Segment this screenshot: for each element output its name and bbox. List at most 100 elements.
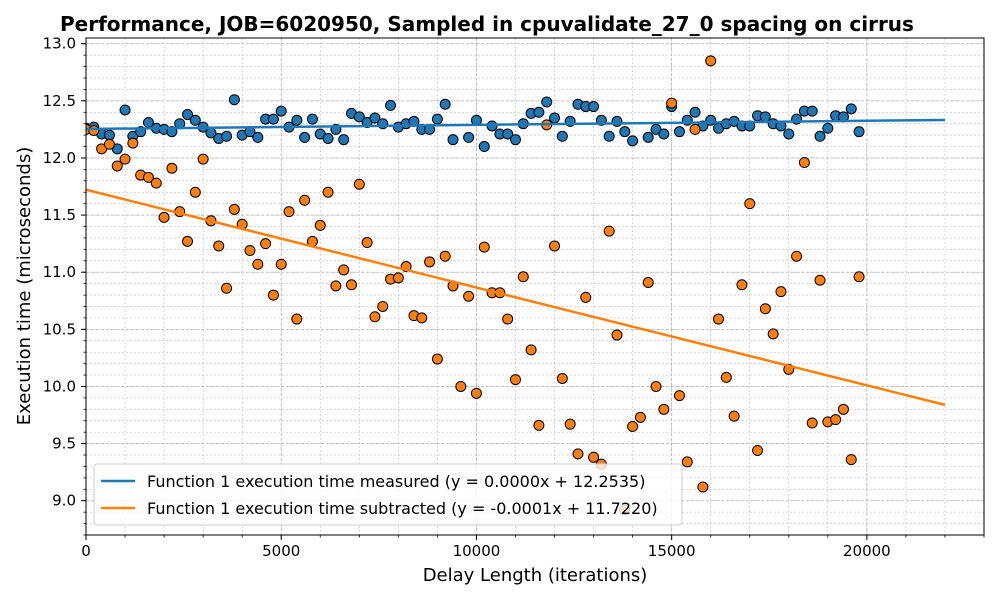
subtracted-point — [549, 240, 561, 252]
y-tick-labels: 9.0 9.5 10.0 10.5 11.0 11.5 12.0 12.5 13… — [43, 35, 76, 510]
subtracted-point — [314, 219, 326, 231]
subtracted-point — [353, 178, 365, 190]
subtracted-point — [806, 417, 818, 429]
x-tick-label: 15000 — [648, 542, 696, 560]
subtracted-point — [533, 419, 545, 431]
subtracted-point — [470, 387, 482, 399]
legend: Function 1 execution time measured (y = … — [93, 463, 683, 526]
measured-point — [189, 114, 201, 126]
measured-point — [431, 113, 443, 125]
measured-point — [377, 118, 389, 130]
subtracted-point — [416, 312, 428, 324]
subtracted-point — [572, 448, 584, 460]
subtracted-point — [525, 344, 537, 356]
measured-point — [338, 134, 350, 146]
measured-point — [658, 128, 670, 140]
subtracted-point — [736, 279, 748, 291]
y-tick-label: 9.5 — [52, 435, 76, 453]
subtracted-point — [158, 211, 170, 223]
measured-fit-line — [86, 118, 945, 131]
subtracted-point — [798, 157, 810, 169]
subtracted-point — [330, 280, 342, 292]
subtracted-point — [142, 171, 154, 183]
subtracted-point — [853, 271, 865, 283]
measured-point — [228, 94, 240, 106]
subtracted-point — [463, 290, 475, 302]
measured-point — [588, 101, 600, 113]
measured-point — [533, 106, 545, 118]
subtracted-point — [322, 186, 334, 198]
subtracted-point — [627, 420, 639, 432]
subtracted-point — [650, 380, 662, 392]
subtracted-point — [103, 138, 115, 150]
measured-point — [556, 130, 568, 142]
measured-point — [705, 114, 717, 126]
y-tick-label: 9.0 — [52, 492, 76, 510]
measured-point — [627, 135, 639, 147]
subtracted-point — [345, 279, 357, 291]
subtracted-point — [689, 123, 701, 135]
subtracted-point — [213, 240, 225, 252]
subtracted-point — [119, 153, 131, 165]
measured-point — [252, 131, 264, 143]
x-tick-labels: 0 5000 10000 15000 20000 — [81, 542, 891, 560]
subtracted-point — [720, 371, 732, 383]
subtracted-point — [111, 160, 123, 172]
measured-point — [353, 111, 365, 123]
measured-point — [182, 109, 194, 121]
subtracted-point — [88, 125, 100, 137]
measured-point — [478, 141, 490, 153]
measured-point — [447, 134, 459, 146]
subtracted-point — [658, 403, 670, 415]
subtracted-point — [127, 137, 139, 149]
subtracted-point — [228, 203, 240, 215]
measured-point — [275, 105, 287, 117]
subtracted-point — [369, 311, 381, 323]
subtracted-point — [291, 313, 303, 325]
measured-point — [299, 131, 311, 143]
subtracted-point — [299, 194, 311, 206]
subtracted-point — [244, 245, 256, 257]
measured-point — [119, 104, 131, 116]
measured-point — [611, 115, 623, 127]
measured-point — [853, 126, 865, 138]
subtracted-point — [361, 237, 373, 249]
measured-point — [385, 99, 397, 111]
subtracted-point — [775, 286, 787, 298]
y-tick-label: 11.5 — [43, 206, 76, 224]
subtracted-point — [424, 256, 436, 268]
y-tick-label: 13.0 — [43, 35, 76, 53]
subtracted-point — [752, 444, 764, 456]
subtracted-point — [830, 414, 842, 426]
subtracted-point — [478, 241, 490, 253]
y-tick-label: 11.0 — [43, 263, 76, 281]
measured-point — [369, 112, 381, 124]
measured-point — [806, 105, 818, 117]
subtracted-fit-line — [86, 188, 946, 407]
legend-label-subtracted: Function 1 execution time subtracted (y … — [147, 499, 658, 518]
subtracted-point — [611, 329, 623, 341]
subtracted-point — [556, 372, 568, 384]
x-axis-label: Delay Length (iterations) — [423, 565, 648, 586]
x-tick-label: 20000 — [843, 542, 891, 560]
measured-point — [267, 113, 279, 125]
subtracted-point — [642, 277, 654, 289]
subtracted-point — [260, 238, 272, 250]
subtracted-point — [673, 390, 685, 402]
subtracted-point — [252, 258, 264, 270]
legend-label-measured: Function 1 execution time measured (y = … — [147, 472, 645, 491]
subtracted-point — [283, 206, 295, 218]
subtracted-point — [182, 235, 194, 247]
measured-point — [603, 130, 615, 142]
subtracted-point — [845, 454, 857, 466]
subtracted-point — [150, 177, 162, 189]
measured-point — [673, 126, 685, 138]
subtracted-point — [455, 380, 467, 392]
measured-point — [463, 131, 475, 143]
subtracted-point — [681, 456, 693, 468]
y-tick-label: 12.0 — [43, 149, 76, 167]
subtracted-point — [666, 97, 678, 109]
measured-point — [439, 98, 451, 110]
subtracted-point — [189, 186, 201, 198]
